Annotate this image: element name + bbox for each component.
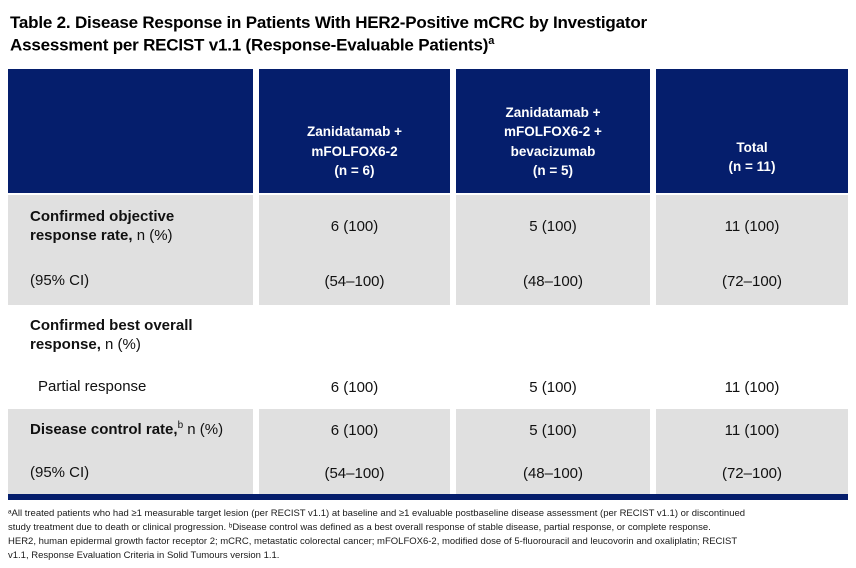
value-cell: 11 (100) bbox=[656, 366, 848, 409]
column-header-empty bbox=[8, 68, 253, 193]
value-cell bbox=[456, 304, 650, 367]
row-label-rest: n (%) bbox=[100, 335, 141, 353]
value-cell: 5 (100) bbox=[456, 408, 650, 453]
row-label: Partial response bbox=[8, 366, 253, 409]
row-label: (95% CI) bbox=[8, 258, 253, 305]
value-cell: 6 (100) bbox=[259, 366, 450, 409]
table-row: Disease control rate,b n (%) 6 (100) 5 (… bbox=[8, 408, 848, 453]
disease-response-table: Zanidatamab + mFOLFOX6-2 (n = 6) Zanidat… bbox=[8, 68, 848, 500]
page: { "title": { "text": "Table 2. Disease R… bbox=[0, 12, 856, 568]
row-label: Confirmed objective response rate, n (%) bbox=[8, 194, 253, 259]
value-cell: (72–100) bbox=[656, 258, 848, 305]
value-cell bbox=[656, 304, 848, 367]
row-label-rest: n (%) bbox=[183, 421, 224, 439]
table-bottom-border bbox=[8, 493, 848, 500]
row-label-rest: (95% CI) bbox=[30, 272, 90, 290]
row-label: (95% CI) bbox=[8, 452, 253, 494]
value-cell bbox=[259, 304, 450, 367]
value-cell: 11 (100) bbox=[656, 408, 848, 453]
column-header-zanidatamab-mfolfox-bev: Zanidatamab + mFOLFOX6-2 + bevacizumab (… bbox=[456, 68, 650, 193]
header-body-divider bbox=[8, 192, 848, 195]
row-label-rest: n (%) bbox=[132, 226, 173, 244]
table-row: Partial response 6 (100) 5 (100) 11 (100… bbox=[8, 366, 848, 409]
row-label-bold: Confirmed best overall response, bbox=[30, 317, 193, 353]
table-title-text: Table 2. Disease Response in Patients Wi… bbox=[10, 13, 647, 55]
table-title: Table 2. Disease Response in Patients Wi… bbox=[10, 12, 846, 57]
table-row: (95% CI) (54–100) (48–100) (72–100) bbox=[8, 258, 848, 305]
value-cell: 5 (100) bbox=[456, 194, 650, 259]
value-cell: 6 (100) bbox=[259, 194, 450, 259]
value-cell: 6 (100) bbox=[259, 408, 450, 453]
table-row: (95% CI) (54–100) (48–100) (72–100) bbox=[8, 452, 848, 494]
value-cell: (54–100) bbox=[259, 258, 450, 305]
row-label-bold: Disease control rate, bbox=[30, 421, 178, 439]
table-footnotes: ᵃAll treated patients who had ≥1 measura… bbox=[8, 507, 746, 561]
value-cell: (72–100) bbox=[656, 452, 848, 494]
column-header-total: Total (n = 11) bbox=[656, 68, 848, 193]
value-cell: 5 (100) bbox=[456, 366, 650, 409]
row-label: Disease control rate,b n (%) bbox=[8, 408, 253, 453]
value-cell: (54–100) bbox=[259, 452, 450, 494]
value-cell: (48–100) bbox=[456, 452, 650, 494]
value-cell: 11 (100) bbox=[656, 194, 848, 259]
row-label: Confirmed best overall response, n (%) bbox=[8, 304, 253, 367]
value-cell: (48–100) bbox=[456, 258, 650, 305]
table-header-row: Zanidatamab + mFOLFOX6-2 (n = 6) Zanidat… bbox=[8, 68, 848, 193]
row-label-bold: Confirmed objective response rate, bbox=[30, 208, 175, 244]
row-label-rest: Partial response bbox=[38, 378, 147, 396]
table-row: Confirmed objective response rate, n (%)… bbox=[8, 194, 848, 259]
column-header-zanidatamab-mfolfox: Zanidatamab + mFOLFOX6-2 (n = 6) bbox=[259, 68, 450, 193]
row-label-rest: (95% CI) bbox=[30, 463, 90, 481]
row-label-footnote-marker: b bbox=[177, 420, 184, 432]
table-title-footnote-marker: a bbox=[488, 35, 495, 48]
table-row: Confirmed best overall response, n (%) bbox=[8, 304, 848, 367]
